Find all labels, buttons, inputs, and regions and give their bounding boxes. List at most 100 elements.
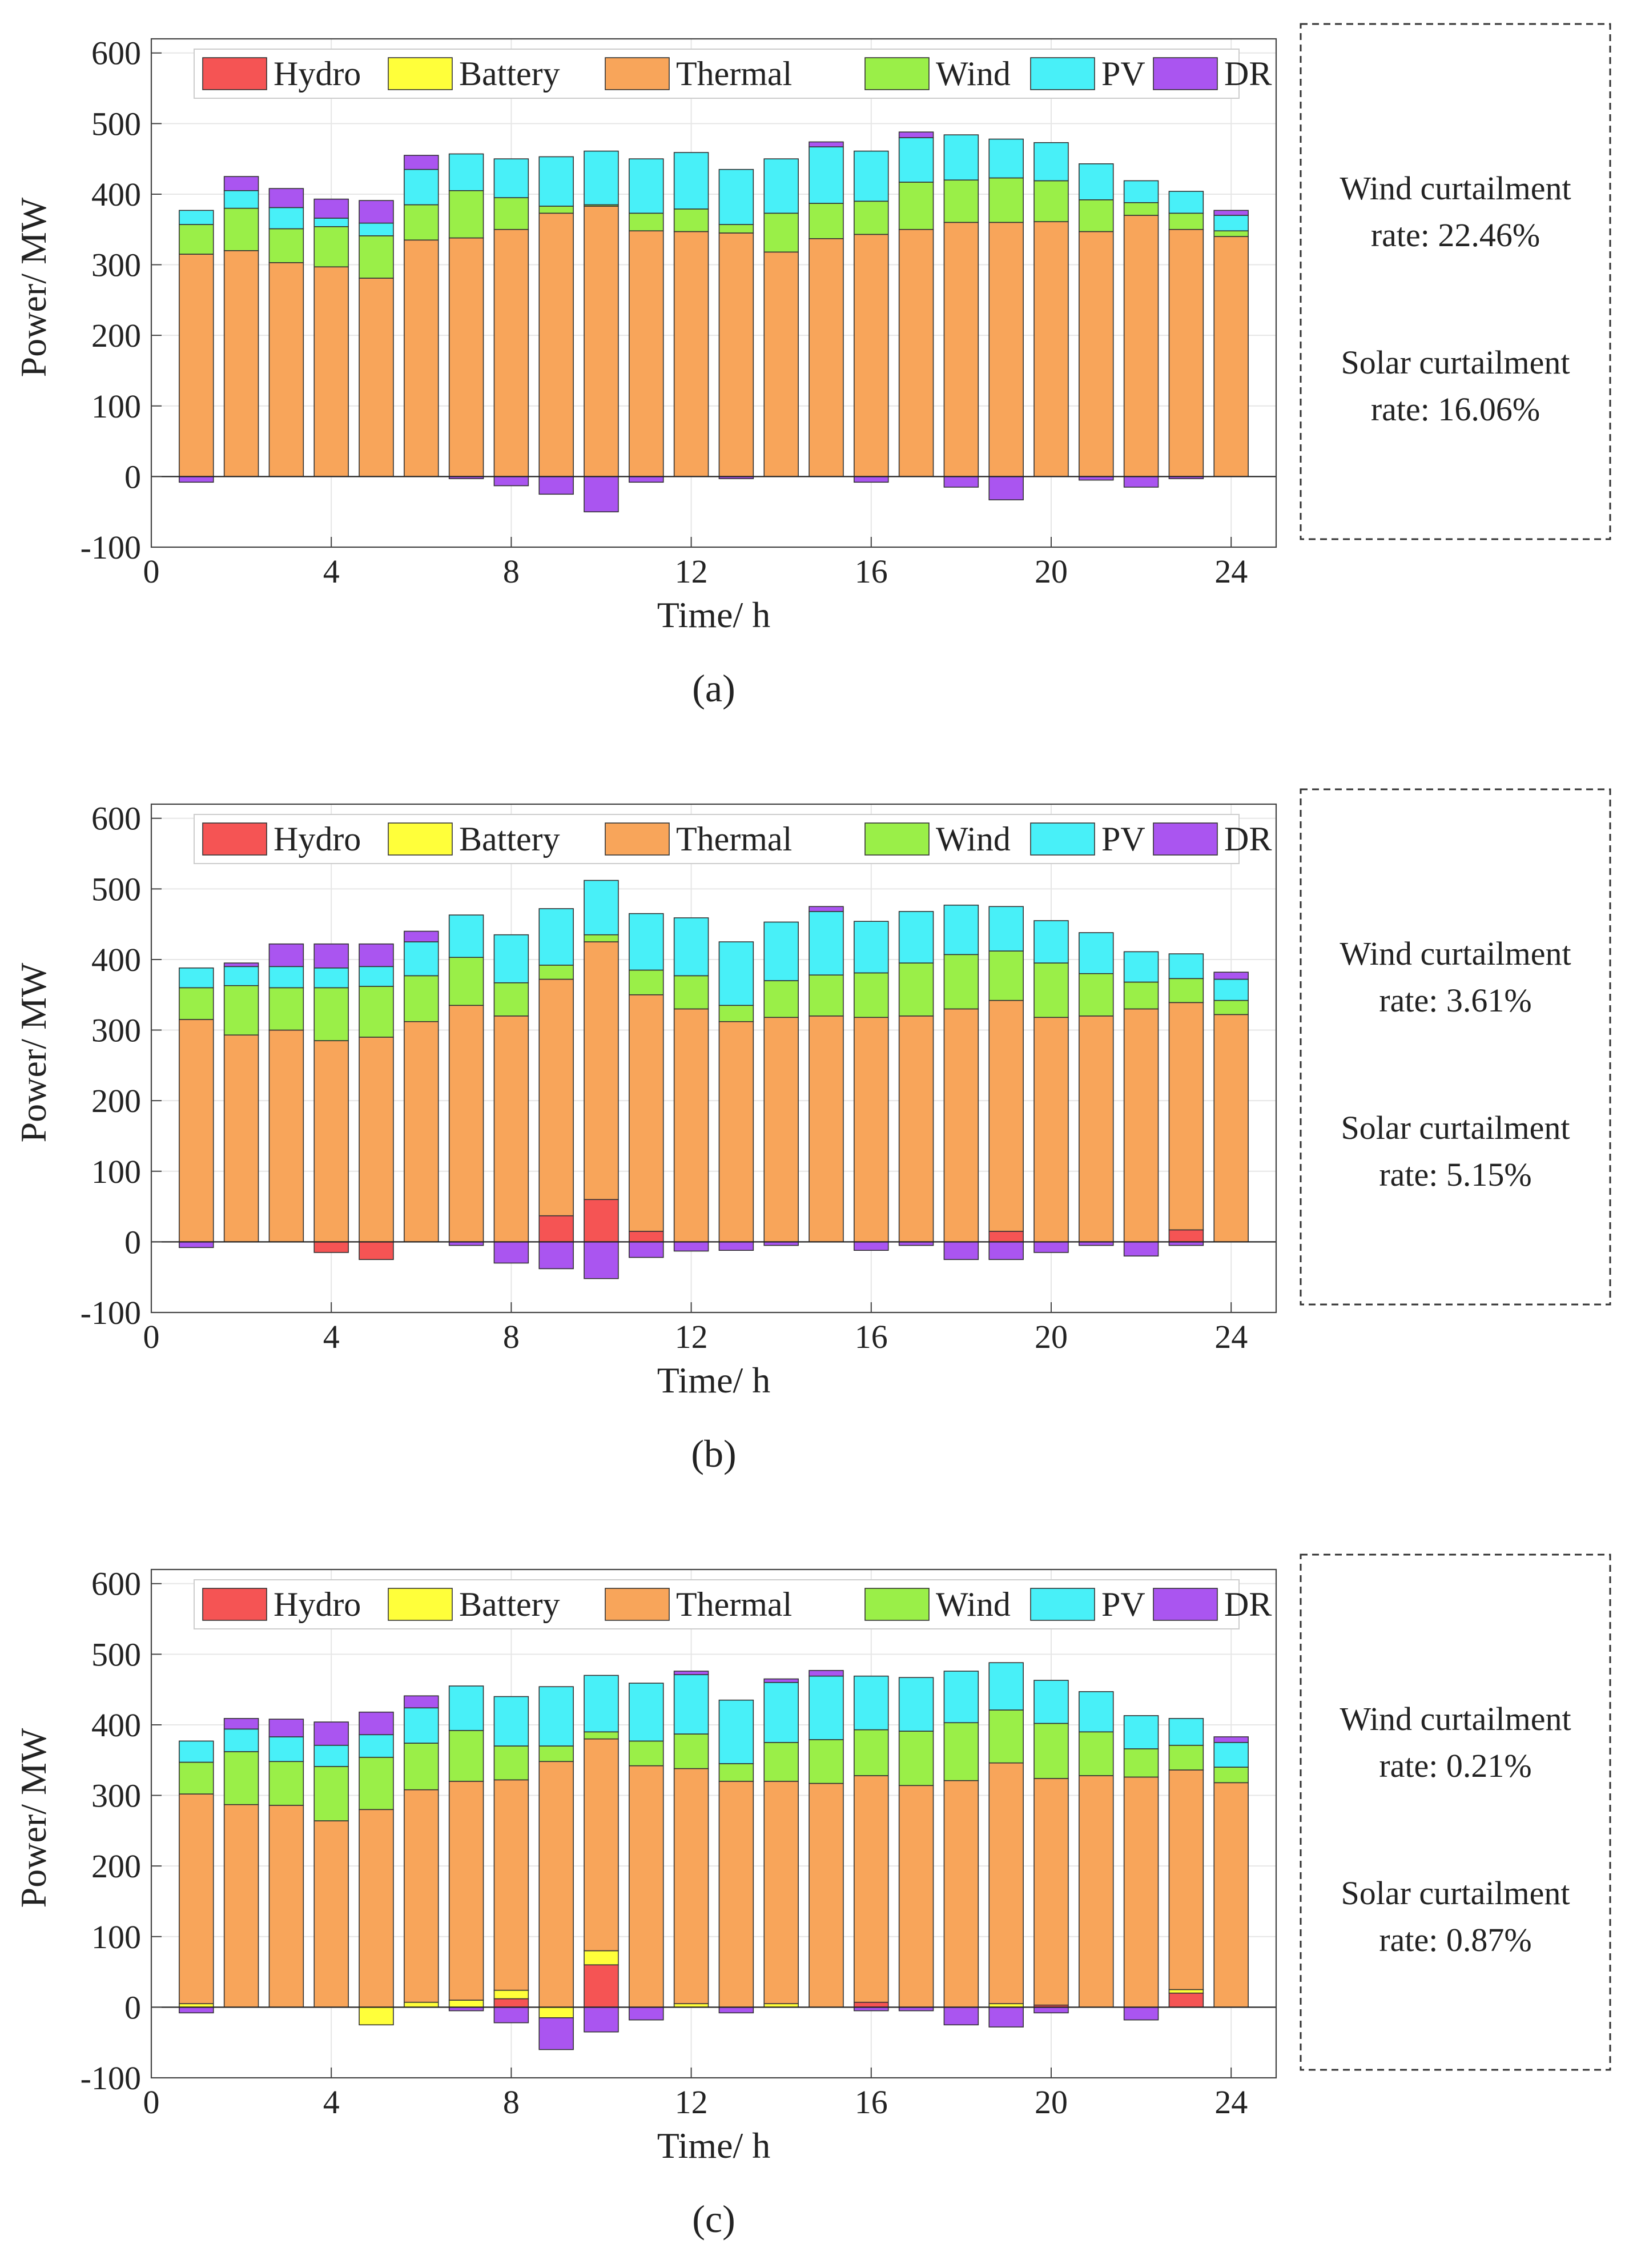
bar-dr-h20 (1033, 1241, 1069, 1253)
legend-label-dr: DR (1224, 55, 1272, 93)
bar-dr-h24 (1213, 210, 1249, 216)
chart-panel-1: 0 4 8 12 16 20 24-1000100200300400500600Time/ … (13, 23, 1611, 710)
bar-thermal-h5 (359, 278, 394, 477)
x-tick-label: 16 (855, 1318, 888, 1355)
y-tick-label: 400 (91, 176, 141, 213)
bar-thermal-h2 (223, 1034, 259, 1243)
bar-thermal-h18 (943, 222, 979, 477)
bar-dr-h2 (223, 962, 259, 968)
bar-dr-h14 (763, 1678, 799, 1683)
axes-frame (150, 803, 1277, 1314)
solar-curtailment-value: rate: 5.15% (1379, 1156, 1531, 1193)
bar-wind-h18 (943, 179, 979, 223)
curtailment-frame (1300, 788, 1611, 1306)
legend-label-battery: Battery (459, 1585, 560, 1623)
bar-pv-h23 (1168, 191, 1204, 214)
bar-wind-h6 (404, 1743, 439, 1791)
bar-pv-h11 (629, 1683, 664, 1742)
bar-dr-h24 (1213, 972, 1249, 980)
legend-swatch-thermal (605, 57, 670, 90)
bar-hydro-h19 (988, 1231, 1024, 1243)
solar-curtailment-label: Solar curtailment (1341, 1874, 1570, 1912)
bar-dr-h15 (809, 141, 844, 147)
bar-dr-h5 (359, 1711, 394, 1736)
bar-thermal-h4 (313, 1040, 349, 1243)
y-axis-label: Power/ MW (13, 1728, 54, 1908)
bar-wind-h1 (179, 1761, 214, 1795)
bar-wind-h16 (854, 972, 889, 1018)
x-tick-label: 12 (675, 1318, 708, 1355)
bar-thermal-h20 (1033, 221, 1069, 477)
bar-dr-h11 (629, 476, 664, 483)
bar-thermal-h12 (673, 231, 709, 477)
bar-dr-h1 (179, 476, 214, 483)
bar-pv-h2 (223, 190, 259, 209)
bar-pv-h17 (898, 1677, 934, 1732)
bar-wind-h6 (404, 204, 439, 241)
bar-pv-h1 (179, 1740, 214, 1763)
y-tick-label: 400 (91, 1707, 141, 1744)
bar-pv-h12 (673, 917, 709, 977)
x-tick-label: 16 (855, 553, 888, 590)
bar-wind-h14 (763, 1742, 799, 1782)
legend-swatch-wind (864, 57, 930, 90)
y-tick-label: 200 (91, 1848, 141, 1885)
wind-curtailment-value: rate: 3.61% (1379, 982, 1531, 1019)
curtailment-box: Wind curtailment rate: 0.21% Solar curtail… (1300, 1554, 1611, 2071)
bar-dr-h16 (854, 1241, 889, 1251)
bar-wind-h3 (268, 1761, 304, 1806)
wind-curtailment-label: Wind curtailment (1340, 1700, 1571, 1737)
bar-wind-h14 (763, 980, 799, 1018)
bar-wind-h4 (313, 987, 349, 1041)
bar-wind-h22 (1123, 981, 1159, 1010)
x-tick-label: 16 (855, 2084, 888, 2121)
bar-pv-h18 (943, 134, 979, 181)
bar-pv-h11 (629, 913, 664, 971)
legend-swatch-dr (1153, 57, 1218, 90)
bar-dr-h5 (359, 200, 394, 224)
x-axis-label: Time/ h (657, 2125, 771, 2166)
x-tick-label: 12 (675, 2084, 708, 2121)
legend-swatch-battery (388, 57, 453, 90)
bar-thermal-h14 (763, 1017, 799, 1243)
bar-pv-h17 (898, 911, 934, 964)
x-tick-label: 24 (1214, 2084, 1248, 2121)
bar-hydro-h23 (1168, 1229, 1204, 1243)
bar-pv-h9 (538, 908, 574, 966)
legend-label-dr: DR (1224, 820, 1272, 858)
bar-wind-h18 (943, 954, 979, 1010)
bar-pv-h22 (1123, 951, 1159, 983)
bar-dr-h10 (584, 2006, 619, 2033)
x-tick-label: 20 (1035, 2084, 1068, 2121)
bar-dr-h6 (404, 930, 439, 942)
bar-thermal-h1 (179, 254, 214, 477)
bar-thermal-h11 (629, 230, 664, 477)
legend-label-battery: Battery (459, 55, 560, 93)
curtailment-frame (1300, 23, 1611, 540)
x-tick-label: 4 (323, 1318, 340, 1355)
y-tick-label: 300 (91, 247, 141, 284)
bar-pv-h1 (179, 210, 214, 225)
y-tick-label: 400 (91, 941, 141, 978)
bar-dr-h4 (313, 198, 349, 219)
bar-thermal-h6 (404, 1021, 439, 1243)
legend-label-hydro: Hydro (273, 55, 361, 93)
bar-wind-h5 (359, 235, 394, 279)
legend-swatch-hydro (202, 57, 267, 90)
legend-label-hydro: Hydro (273, 1585, 361, 1623)
bar-pv-h1 (179, 967, 214, 989)
bar-dr-h24 (1213, 1736, 1249, 1743)
bar-wind-h10 (584, 934, 619, 942)
bar-dr-h9 (538, 476, 574, 495)
bar-thermal-h17 (898, 1785, 934, 2008)
bar-pv-h20 (1033, 920, 1069, 964)
chart-panel-2: 0 4 8 12 16 20 24-1000100200300400500600Time/ … (13, 788, 1611, 1475)
bar-pv-h10 (584, 880, 619, 936)
bar-thermal-h5 (359, 1037, 394, 1243)
bar-wind-h22 (1123, 1748, 1159, 1778)
bar-wind-h24 (1213, 1767, 1249, 1784)
bar-pv-h3 (268, 1736, 304, 1763)
bar-thermal-h6 (404, 239, 439, 477)
bar-thermal-h18 (943, 1008, 979, 1243)
